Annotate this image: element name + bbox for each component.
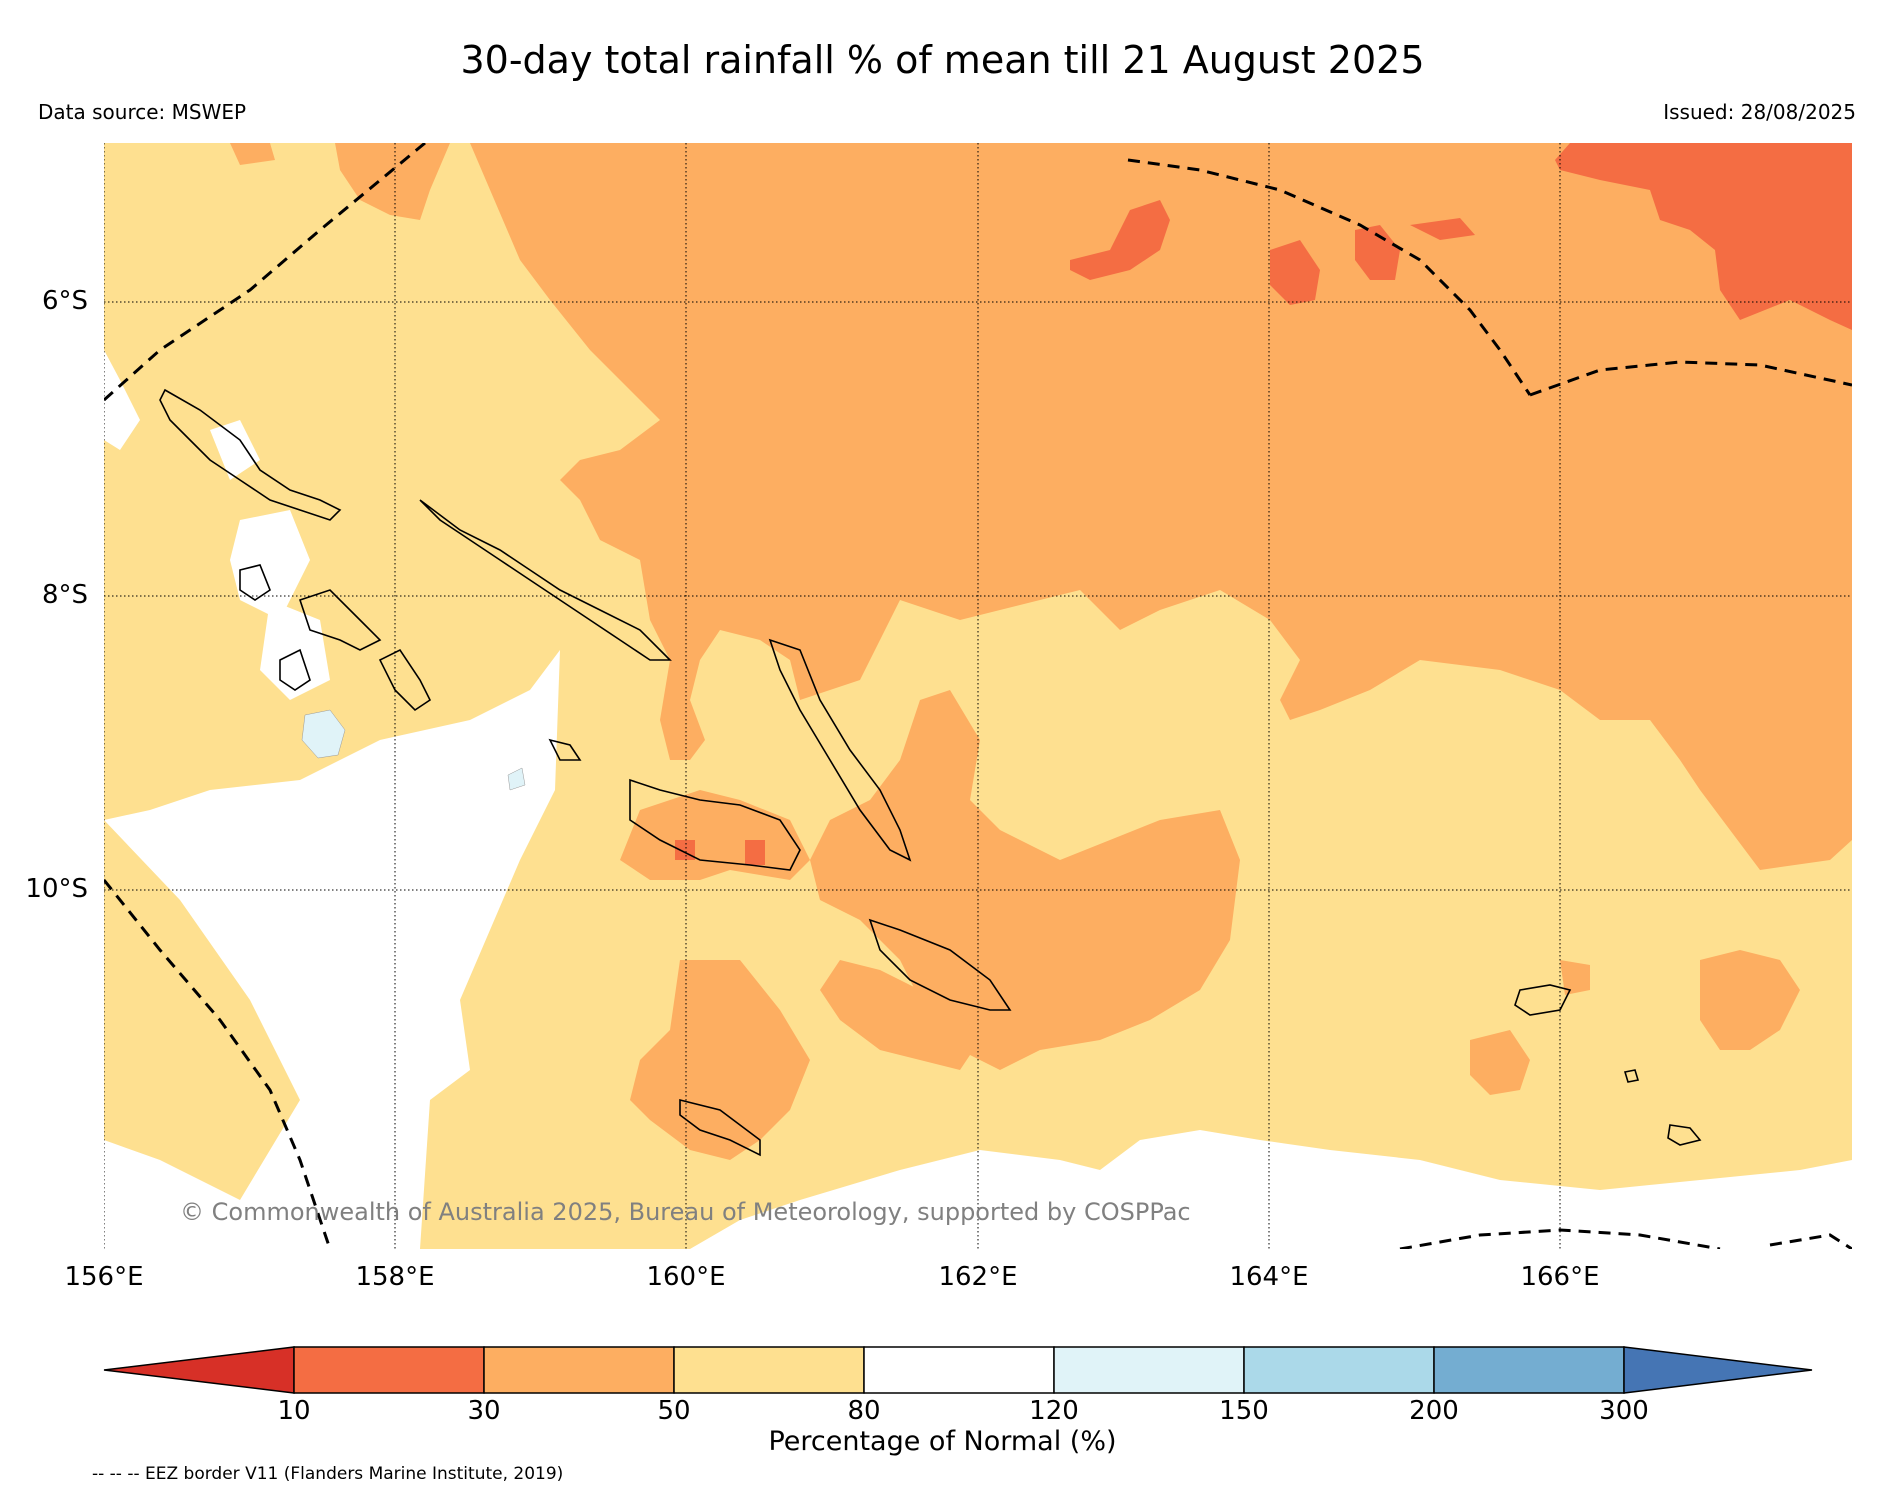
deficit-region-rennell xyxy=(630,960,810,1160)
lon-label-160e: 160°E xyxy=(646,1262,726,1292)
deficit-region-center xyxy=(810,690,1240,1070)
eez-borders xyxy=(104,143,1852,1249)
deficit-region-north-west xyxy=(230,143,450,220)
lon-label-156e: 156°E xyxy=(64,1262,144,1292)
colorbar-min-arrow xyxy=(103,1346,295,1394)
above-normal-spot xyxy=(301,709,346,759)
colorbar-bin-30-50 xyxy=(483,1346,675,1394)
deficit-region-east-2 xyxy=(1470,1030,1530,1095)
above-normal-spot-2 xyxy=(507,767,526,791)
map-title: 30-day total rainfall % of mean till 21 … xyxy=(460,38,1425,82)
lon-label-166e: 166°E xyxy=(1520,1262,1600,1292)
lon-label-164e: 164°E xyxy=(1229,1262,1309,1292)
colorbar-tick-300: 300 xyxy=(1599,1396,1649,1426)
colorbar xyxy=(103,1346,1813,1394)
colorbar-tick-10: 10 xyxy=(277,1396,311,1426)
colorbar-bin-50-80 xyxy=(673,1346,865,1394)
severe-deficit-north-2 xyxy=(1270,240,1320,305)
severe-deficit-guadalcanal xyxy=(675,840,765,865)
lat-label-10s: 10°S xyxy=(25,874,88,904)
colorbar-bin-150-200 xyxy=(1243,1346,1435,1394)
colorbar-bin-10-30 xyxy=(293,1346,485,1394)
deficit-region-east-3 xyxy=(1560,960,1590,995)
data-source-label: Data source: MSWEP xyxy=(38,100,247,124)
severe-deficit-northeast xyxy=(1555,143,1852,330)
colorbar-tick-150: 150 xyxy=(1219,1396,1269,1426)
lon-label-158e: 158°E xyxy=(355,1262,435,1292)
severe-deficit-north-1 xyxy=(1070,200,1170,280)
colorbar-bin-200-300 xyxy=(1433,1346,1625,1394)
graticule xyxy=(104,143,1852,1249)
normal-region-south xyxy=(690,1130,1852,1249)
colorbar-tick-200: 200 xyxy=(1409,1396,1459,1426)
colorbar-tick-30: 30 xyxy=(467,1396,501,1426)
issued-date-label: Issued: 28/08/2025 xyxy=(1663,100,1856,124)
deficit-region-makira xyxy=(820,960,980,1070)
colorbar-tick-120: 120 xyxy=(1029,1396,1079,1426)
island-outlines xyxy=(159,388,1702,1157)
normal-region-southwest xyxy=(104,650,560,1249)
colorbar-max-arrow xyxy=(1623,1346,1813,1394)
deficit-region-east-1 xyxy=(1700,950,1800,1050)
colorbar-bin-80-120 xyxy=(863,1346,1055,1394)
colorbar-label: Percentage of Normal (%) xyxy=(768,1426,1117,1457)
colorbar-bin-120-150 xyxy=(1053,1346,1245,1394)
colorbar-tick-50: 50 xyxy=(657,1396,691,1426)
eez-legend-note: -- -- -- EEZ border V11 (Flanders Marine… xyxy=(92,1464,564,1484)
normal-region-west-islands xyxy=(104,350,330,700)
lat-label-8s: 8°S xyxy=(41,580,88,610)
lon-label-162e: 162°E xyxy=(938,1262,1018,1292)
severe-deficit-north-3 xyxy=(1355,218,1475,280)
colorbar-tick-80: 80 xyxy=(847,1396,881,1426)
copyright-watermark: © Commonwealth of Australia 2025, Bureau… xyxy=(180,1198,1191,1226)
lat-label-6s: 6°S xyxy=(41,286,88,316)
